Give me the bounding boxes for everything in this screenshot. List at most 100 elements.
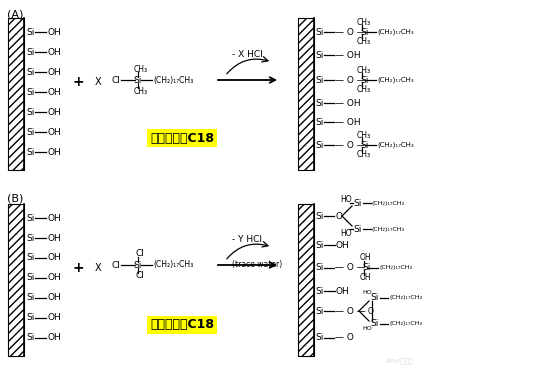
Text: Si: Si [26,253,34,263]
Text: OH: OH [47,294,60,302]
Text: Cl: Cl [112,260,120,269]
Text: - X HCl: - X HCl [232,49,262,58]
Text: OH: OH [47,234,60,243]
Text: — O: — O [335,334,354,343]
Text: OH: OH [47,108,60,116]
Text: OH: OH [47,67,60,77]
Text: Si: Si [315,241,323,250]
Text: Si: Si [26,148,34,157]
Text: 多功能键合C18: 多功能键合C18 [150,318,214,331]
Text: Si: Si [26,214,34,222]
Text: X: X [95,263,101,273]
Text: O: O [335,212,342,221]
Text: Si: Si [315,263,323,273]
Text: OH: OH [47,334,60,343]
Bar [298,18,314,170]
Bar [8,204,24,356]
Text: OH: OH [47,128,60,137]
Text: Si: Si [370,320,378,328]
Text: Si: Si [134,260,142,269]
Text: CH₃: CH₃ [357,84,371,93]
Text: (CH₂)₁₇CH₃: (CH₂)₁₇CH₃ [377,142,414,148]
Text: Si: Si [26,48,34,57]
Text: OH: OH [336,241,350,250]
Text: (CH₂)₁₇CH₃: (CH₂)₁₇CH₃ [379,266,412,270]
Text: +: + [72,261,84,275]
Text: Si: Si [353,199,361,208]
Text: Si: Si [26,67,34,77]
Text: +: + [72,75,84,89]
Text: (CH₂)₁₇CH₃: (CH₂)₁₇CH₃ [389,321,422,327]
Text: — O —: — O — [335,76,366,84]
Text: CH₃: CH₃ [357,131,371,140]
Text: — O —: — O — [335,307,366,315]
Text: Si: Si [370,294,378,302]
Text: Si: Si [26,334,34,343]
Text: OH: OH [47,48,60,57]
Text: Si: Si [315,28,323,36]
Text: HO: HO [362,291,372,295]
Text: Cl: Cl [135,272,144,280]
Text: OH: OH [360,253,372,263]
Text: O: O [368,307,374,315]
Text: (A): (A) [7,9,23,19]
Text: — O —: — O — [335,263,366,273]
Text: Si: Si [362,263,370,273]
Text: Si: Si [315,118,323,126]
Text: — OH: — OH [335,99,361,108]
Text: CH₃: CH₃ [134,87,148,96]
Text: Si: Si [26,128,34,137]
Text: (CH₂)₁₇CH₃: (CH₂)₁₇CH₃ [372,201,405,205]
Text: CH₃: CH₃ [357,17,371,26]
Bar [8,18,24,170]
Text: Si: Si [315,334,323,343]
Text: — OH: — OH [335,51,361,60]
Bar [298,204,314,356]
Text: OH: OH [47,214,60,222]
Text: (CH₂)₁₇CH₃: (CH₂)₁₇CH₃ [372,227,405,231]
Text: Si: Si [360,141,368,150]
Text: — O —: — O — [335,141,366,150]
Text: Si: Si [26,28,34,36]
Text: OH: OH [360,273,372,282]
Text: HO: HO [340,228,351,237]
Text: Si: Si [315,307,323,315]
Text: 单功能键合C18: 单功能键合C18 [150,131,214,144]
Text: Si: Si [26,314,34,323]
Text: X: X [95,77,101,87]
Text: Si: Si [315,141,323,150]
Text: Si: Si [360,28,368,36]
Text: Si: Si [360,76,368,84]
Text: Si: Si [353,224,361,234]
Text: Si: Si [134,76,142,84]
Text: CH₃: CH₃ [134,64,148,74]
Text: HO: HO [340,195,351,203]
Text: Si: Si [315,99,323,108]
Text: OH: OH [336,286,350,295]
Text: CH₃: CH₃ [357,150,371,158]
Text: (CH₂)₁₇CH₃: (CH₂)₁₇CH₃ [389,295,422,301]
Text: CH₃: CH₃ [357,36,371,45]
Text: (CH₂)₁₇CH₃: (CH₂)₁₇CH₃ [153,76,193,84]
Text: HO: HO [362,326,372,330]
Text: Si: Si [26,294,34,302]
Text: Cl: Cl [112,76,120,84]
Text: Cl: Cl [135,250,144,259]
Text: — O —: — O — [335,28,366,36]
Text: Si: Si [315,212,323,221]
Text: OH: OH [47,273,60,282]
Text: OH: OH [47,87,60,96]
Text: Anyi检测网: Anyi检测网 [386,357,414,363]
Text: (CH₂)₁₇CH₃: (CH₂)₁₇CH₃ [377,29,414,35]
Text: OH: OH [47,314,60,323]
Text: Si: Si [26,234,34,243]
Text: (CH₂)₁₇CH₃: (CH₂)₁₇CH₃ [377,77,414,83]
Text: Si: Si [315,51,323,60]
Text: - Y HCl: - Y HCl [232,234,262,244]
Text: OH: OH [47,28,60,36]
Text: Si: Si [26,273,34,282]
Text: Si: Si [26,87,34,96]
Text: Si: Si [315,286,323,295]
Text: — OH: — OH [335,118,361,126]
Text: (CH₂)₁₇CH₃: (CH₂)₁₇CH₃ [153,260,193,269]
